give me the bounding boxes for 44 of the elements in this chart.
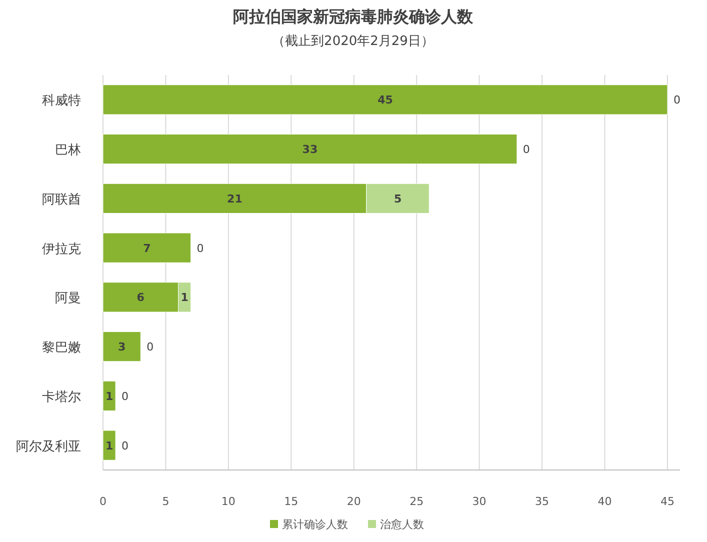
x-tick-label: 40 bbox=[598, 495, 612, 508]
x-tick-label: 10 bbox=[221, 495, 236, 508]
y-tick-label: 阿曼 bbox=[55, 291, 81, 306]
data-label: 0 bbox=[673, 94, 680, 107]
data-label: 0 bbox=[196, 242, 204, 255]
y-tick-label: 卡塔尔 bbox=[42, 390, 81, 405]
data-label: 0 bbox=[122, 390, 129, 403]
data-label: 3 bbox=[118, 340, 126, 354]
x-tick-label: 45 bbox=[660, 495, 674, 508]
data-label: 0 bbox=[522, 143, 530, 156]
y-tick-label: 阿联酋 bbox=[42, 192, 81, 208]
bar bbox=[102, 430, 116, 460]
y-tick-label: 阿尔及利亚 bbox=[16, 439, 81, 454]
data-label: 5 bbox=[394, 192, 402, 206]
data-label: 1 bbox=[105, 390, 114, 403]
bar bbox=[102, 134, 518, 164]
bar bbox=[102, 332, 141, 362]
bar bbox=[102, 232, 192, 263]
data-label: 6 bbox=[136, 291, 145, 304]
data-label: 33 bbox=[302, 143, 318, 156]
x-tick-label: 5 bbox=[162, 495, 170, 508]
x-tick-label: 15 bbox=[284, 495, 298, 508]
data-label: 45 bbox=[378, 94, 393, 107]
y-tick-label: 黎巴嫩 bbox=[42, 340, 81, 356]
x-tick-label: 20 bbox=[346, 495, 361, 508]
legend-label: 累计确诊人数 bbox=[282, 518, 348, 531]
chart-subtitle: （截止到2020年2月29日） bbox=[272, 34, 434, 49]
data-label: 7 bbox=[143, 242, 151, 255]
x-tick-label: 0 bbox=[100, 495, 106, 508]
data-label: 0 bbox=[122, 439, 129, 452]
x-tick-label: 30 bbox=[472, 495, 486, 508]
data-label: 0 bbox=[146, 340, 154, 354]
data-label: 21 bbox=[227, 192, 242, 206]
legend-label: 治愈人数 bbox=[380, 518, 424, 531]
bar bbox=[102, 380, 116, 411]
y-tick-label: 伊拉克 bbox=[42, 242, 81, 257]
x-tick-label: 35 bbox=[535, 495, 550, 508]
data-label: 1 bbox=[180, 291, 188, 304]
x-tick-label: 25 bbox=[410, 495, 424, 508]
y-tick-label: 巴林 bbox=[55, 143, 81, 158]
y-tick-label: 科威特 bbox=[42, 94, 81, 109]
data-label: 1 bbox=[105, 439, 114, 452]
bar bbox=[102, 84, 668, 115]
chart-title: 阿拉伯国家新冠病毒肺炎确诊人数 bbox=[233, 7, 474, 26]
